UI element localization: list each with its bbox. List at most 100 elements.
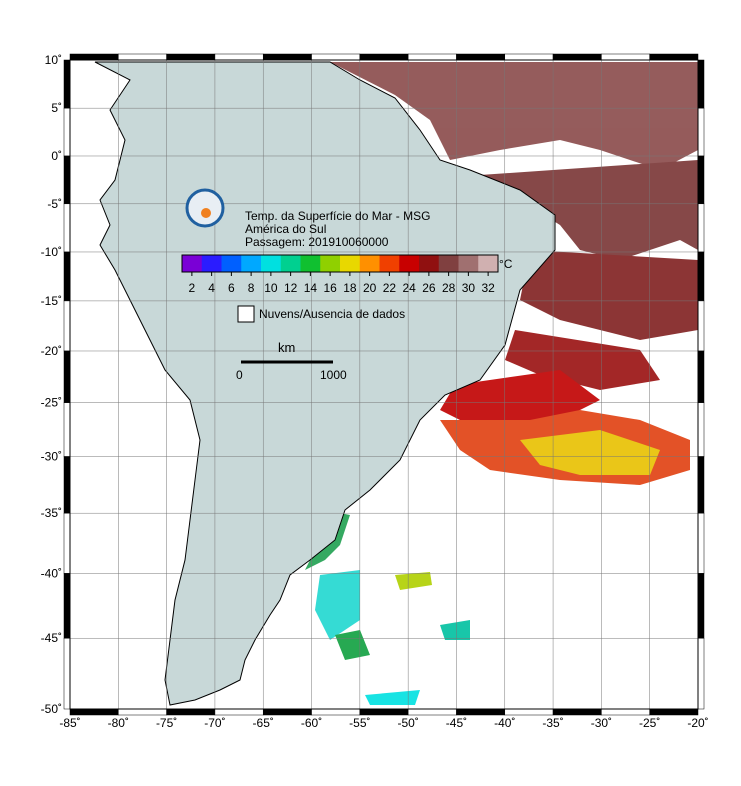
legend-swatch (237, 305, 255, 323)
y-tick-label: -50˚ (41, 702, 62, 716)
x-tick-label: -80˚ (108, 716, 129, 730)
sst-cyan (365, 690, 420, 705)
y-tick-label: -30˚ (41, 450, 62, 464)
colorbar-tick-label: 16 (323, 281, 337, 295)
frame-segment (697, 59, 705, 109)
frame-segment (359, 53, 409, 61)
frame-segment (697, 456, 705, 514)
frame-segment (697, 573, 705, 639)
frame-segment (311, 53, 361, 61)
frame-segment (63, 456, 71, 514)
frame-segment (552, 708, 602, 716)
colorbar-tick-label: 22 (383, 281, 397, 295)
y-tick-label: 5˚ (51, 101, 62, 115)
colorbar-cell (399, 255, 420, 272)
sst-teal (440, 620, 470, 640)
colorbar-tick-label: 14 (304, 281, 318, 295)
colorbar-cell (379, 255, 400, 272)
frame-segment (63, 107, 71, 157)
frame-segment (697, 107, 705, 157)
y-tick-label: -20˚ (41, 344, 62, 358)
map-frame (69, 59, 699, 710)
frame-segment (697, 637, 705, 710)
colorbar-cell (221, 255, 242, 272)
scale-end: 1000 (320, 368, 347, 382)
frame-segment (63, 251, 71, 302)
frame-segment (63, 637, 71, 710)
frame-segment (407, 53, 457, 61)
frame-segment (697, 300, 705, 352)
y-tick-label: -45˚ (41, 631, 62, 645)
frame-segment (69, 708, 119, 716)
frame-segment (63, 59, 71, 109)
frame-segment (262, 708, 312, 716)
scale-start: 0 (236, 368, 243, 382)
colorbar-cell (359, 255, 380, 272)
frame-segment (697, 155, 705, 205)
y-tick-label: -5˚ (47, 197, 62, 211)
colorbar-cell (340, 255, 361, 272)
x-tick-label: -50˚ (397, 716, 418, 730)
colorbar-cell (182, 255, 203, 272)
frame-segment (63, 573, 71, 639)
colorbar-tick-label: 28 (442, 281, 456, 295)
frame-segment (601, 53, 650, 61)
frame-segment (63, 402, 71, 457)
colorbar-tick-label: 4 (208, 281, 215, 295)
y-tick-label: 0˚ (51, 149, 62, 163)
x-tick-label: -40˚ (494, 716, 515, 730)
colorbar-cell (438, 255, 459, 272)
frame-segment (504, 708, 554, 716)
x-tick-label: -55˚ (349, 716, 370, 730)
frame-segment (504, 53, 554, 61)
frame-segment (311, 708, 361, 716)
x-tick-label: -60˚ (301, 716, 322, 730)
colorbar: 2 4 6 8 10 12 14 16 18 20 22 24 26 28 30 32 (181, 254, 499, 295)
frame-segment (166, 708, 216, 716)
frame-segment (166, 53, 216, 61)
frame-segment (118, 53, 167, 61)
x-tick-label: -65˚ (253, 716, 274, 730)
colorbar-tick-label: 30 (462, 281, 476, 295)
colorbar-cell (419, 255, 440, 272)
colorbar-tick-label: 26 (422, 281, 436, 295)
frame-segment (262, 53, 312, 61)
colorbar-tick-label: 18 (343, 281, 357, 295)
sst-warm (520, 250, 698, 340)
pass-label: Passagem: 201910060000 (245, 235, 389, 249)
region-label: América do Sul (245, 222, 326, 236)
x-tick-label: -20˚ (687, 716, 708, 730)
colorbar-cell (280, 255, 301, 272)
frame-segment (214, 53, 264, 61)
sst-yellow (520, 430, 660, 475)
colorbar-cell (478, 255, 499, 272)
x-tick-label: -85˚ (59, 716, 80, 730)
frame-segment (359, 708, 409, 716)
x-tick-label: -30˚ (591, 716, 612, 730)
map-title: Temp. da Superfície do Mar - MSG (245, 209, 430, 223)
colorbar-cell (241, 255, 262, 272)
x-tick-label: -75˚ (156, 716, 177, 730)
colorbar-outline (181, 254, 499, 273)
x-tick-label: -45˚ (446, 716, 467, 730)
frame-segment (697, 402, 705, 457)
x-tick-label: -25˚ (639, 716, 660, 730)
colorbar-tick-label: 20 (363, 281, 377, 295)
legend-label: Nuvens/Ausencia de dados (259, 307, 405, 321)
colorbar-tick-label: 10 (264, 281, 278, 295)
colorbar-cell (458, 255, 479, 272)
colorbar-tick-label: 12 (284, 281, 298, 295)
logo (185, 188, 225, 228)
frame-segment (69, 53, 119, 61)
sst-warm-north (330, 62, 698, 170)
x-tick-label: -70˚ (204, 716, 225, 730)
sst-cyan (315, 570, 360, 640)
frame-segment (456, 53, 506, 61)
y-tick-label: 10˚ (45, 53, 62, 67)
frame-segment (697, 251, 705, 302)
frame-segment (214, 708, 264, 716)
frame-segment (63, 300, 71, 352)
colorbar-cell (300, 255, 321, 272)
frame-segment (63, 203, 71, 253)
x-tick-label: -35˚ (542, 716, 563, 730)
